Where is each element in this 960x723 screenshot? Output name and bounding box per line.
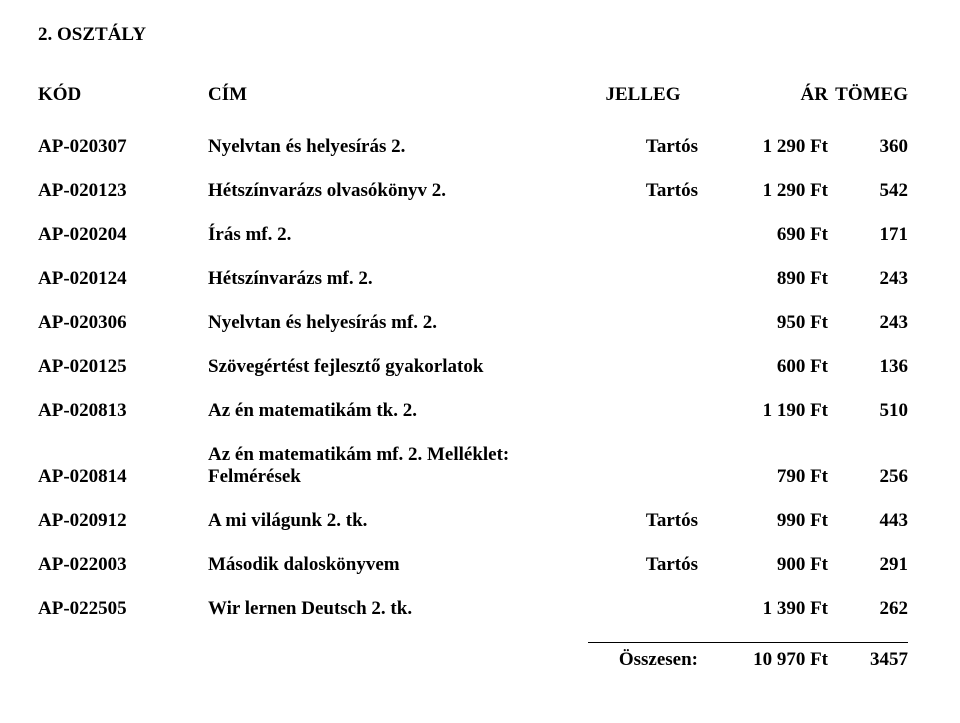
cell-code: AP-020123: [38, 180, 208, 202]
cell-title: A mi világunk 2. tk.: [208, 510, 588, 532]
cell-price: 790 Ft: [698, 466, 828, 488]
cell-title: Hétszínvarázs olvasókönyv 2.: [208, 180, 588, 202]
cell-title: Második daloskönyvem: [208, 554, 588, 576]
cell-weight: 243: [828, 268, 908, 290]
cell-title: Hétszínvarázs mf. 2.: [208, 268, 588, 290]
total-row: Összesen: 10 970 Ft 3457: [588, 642, 908, 671]
cell-weight: 243: [828, 312, 908, 334]
cell-price: 690 Ft: [698, 224, 828, 246]
table-row: AP-020204Írás mf. 2. 690 Ft171: [38, 224, 922, 246]
cell-price: 900 Ft: [698, 554, 828, 576]
cell-title: Szövegértést fejlesztő gyakorlatok: [208, 356, 588, 378]
cell-weight: 443: [828, 510, 908, 532]
table-row: AP-022003Második daloskönyvemTartós900 F…: [38, 554, 922, 576]
header-type: JELLEG: [588, 84, 698, 106]
cell-weight: 360: [828, 136, 908, 158]
cell-title: Az én matematikám mf. 2. Melléklet:: [208, 444, 588, 466]
cell-price: 600 Ft: [698, 356, 828, 378]
cell-price: 1 290 Ft: [698, 136, 828, 158]
header-weight: TÖMEG: [828, 84, 908, 106]
table-body: AP-020307Nyelvtan és helyesírás 2.Tartós…: [38, 136, 922, 620]
cell-code: AP-020307: [38, 136, 208, 158]
cell-code: AP-020124: [38, 268, 208, 290]
header-code: KÓD: [38, 84, 208, 106]
table-row: AP-020307Nyelvtan és helyesírás 2.Tartós…: [38, 136, 922, 158]
cell-code: AP-020125: [38, 356, 208, 378]
table-row: AP-020813Az én matematikám tk. 2. 1 190 F…: [38, 400, 922, 422]
cell-weight: 291: [828, 554, 908, 576]
cell-code: AP-022505: [38, 598, 208, 620]
table-row: AP-020306Nyelvtan és helyesírás mf. 2. 95…: [38, 312, 922, 334]
table-header-row: KÓD CÍM JELLEG ÁR TÖMEG: [38, 84, 922, 106]
table-row: AP-020125Szövegértést fejlesztő gyakorla…: [38, 356, 922, 378]
header-title: CÍM: [208, 84, 588, 106]
table-row: AP-022505Wir lernen Deutsch 2. tk. 1 390 …: [38, 598, 922, 620]
header-price: ÁR: [698, 84, 828, 106]
table-row: AP-020124Hétszínvarázs mf. 2. 890 Ft243: [38, 268, 922, 290]
cell-code: AP-020204: [38, 224, 208, 246]
cell-title: Az én matematikám tk. 2.: [208, 400, 588, 422]
cell-weight: 256: [828, 466, 908, 488]
cell-type: Tartós: [588, 510, 698, 532]
cell-price: 890 Ft: [698, 268, 828, 290]
cell-code: AP-020306: [38, 312, 208, 334]
cell-price: 1 390 Ft: [698, 598, 828, 620]
table-row: Az én matematikám mf. 2. Melléklet:: [38, 444, 922, 466]
cell-title: Nyelvtan és helyesírás mf. 2.: [208, 312, 588, 334]
cell-code: AP-020813: [38, 400, 208, 422]
cell-code: AP-020912: [38, 510, 208, 532]
cell-weight: 542: [828, 180, 908, 202]
cell-price: 950 Ft: [698, 312, 828, 334]
cell-title: Írás mf. 2.: [208, 224, 588, 246]
cell-price: 1 190 Ft: [698, 400, 828, 422]
table-row: AP-020912A mi világunk 2. tk.Tartós990 F…: [38, 510, 922, 532]
cell-code: AP-022003: [38, 554, 208, 576]
cell-weight: 136: [828, 356, 908, 378]
cell-code: AP-020814: [38, 466, 208, 488]
cell-weight: 262: [828, 598, 908, 620]
cell-type: Tartós: [588, 554, 698, 576]
cell-title: Wir lernen Deutsch 2. tk.: [208, 598, 588, 620]
cell-weight: 510: [828, 400, 908, 422]
cell-title: Felmérések: [208, 466, 588, 488]
total-price: 10 970 Ft: [698, 649, 828, 671]
table-row: AP-020814Felmérések 790 Ft256: [38, 466, 922, 488]
total-weight: 3457: [828, 649, 908, 671]
cell-price: 990 Ft: [698, 510, 828, 532]
cell-title: Nyelvtan és helyesírás 2.: [208, 136, 588, 158]
total-label: Összesen:: [588, 649, 698, 671]
section-title: 2. OSZTÁLY: [38, 24, 922, 46]
cell-type: Tartós: [588, 180, 698, 202]
cell-type: Tartós: [588, 136, 698, 158]
cell-price: 1 290 Ft: [698, 180, 828, 202]
table-row: AP-020123Hétszínvarázs olvasókönyv 2.Tar…: [38, 180, 922, 202]
cell-weight: 171: [828, 224, 908, 246]
